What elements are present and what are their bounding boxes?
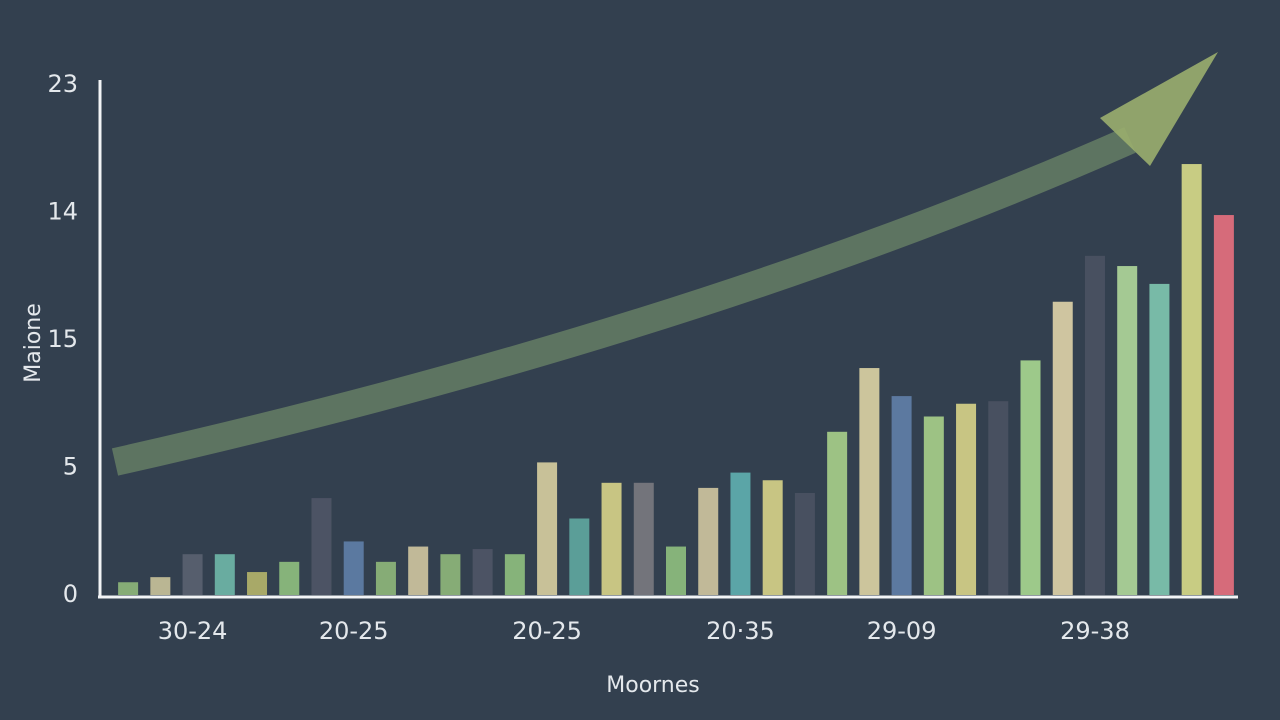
bar [923, 416, 944, 595]
trend-arrow [111, 127, 1136, 476]
bar [794, 493, 815, 595]
bar [698, 487, 719, 595]
bar [666, 546, 686, 595]
bar [827, 431, 848, 595]
x-tick-label: 20-25 [319, 617, 389, 645]
x-tick-label: 20·35 [706, 617, 775, 645]
bar [633, 482, 654, 595]
bar [1149, 283, 1170, 595]
y-tick-label: 15 [47, 325, 78, 353]
bar [1117, 266, 1138, 595]
x-axis-label: Moornes [606, 673, 700, 698]
x-tick-label: 20-25 [512, 617, 582, 645]
bar [247, 572, 268, 595]
bar [311, 498, 332, 595]
bar [859, 368, 880, 595]
bar [956, 403, 977, 595]
x-tick-label: 30-24 [158, 617, 228, 645]
bar [182, 554, 203, 595]
x-tick-label: 29-38 [1060, 617, 1130, 645]
bar [118, 582, 139, 595]
bar [1052, 301, 1073, 595]
bar [569, 518, 590, 595]
bar [375, 561, 396, 595]
bar [504, 554, 525, 595]
bar [601, 482, 622, 595]
x-tick-label: 29-09 [867, 617, 937, 645]
bar [279, 561, 300, 595]
arrow-head [1100, 52, 1218, 166]
bar [730, 472, 751, 595]
bar [343, 541, 364, 595]
bar [891, 396, 912, 595]
bar [1020, 360, 1041, 595]
y-tick-label: 23 [47, 70, 78, 98]
bar [408, 546, 429, 595]
bar [762, 480, 783, 595]
bar [537, 462, 558, 595]
y-tick-label: 14 [47, 198, 78, 226]
bar [472, 549, 493, 595]
bar [440, 554, 461, 595]
y-tick-label: 5 [63, 453, 78, 481]
bar [988, 401, 1009, 595]
bar [150, 577, 171, 595]
bar [1213, 215, 1234, 596]
bar [214, 554, 235, 595]
bar [1084, 255, 1105, 595]
y-tick-label: 0 [63, 580, 78, 608]
bar [1181, 164, 1202, 596]
y-axis-label: Maione [21, 303, 46, 383]
